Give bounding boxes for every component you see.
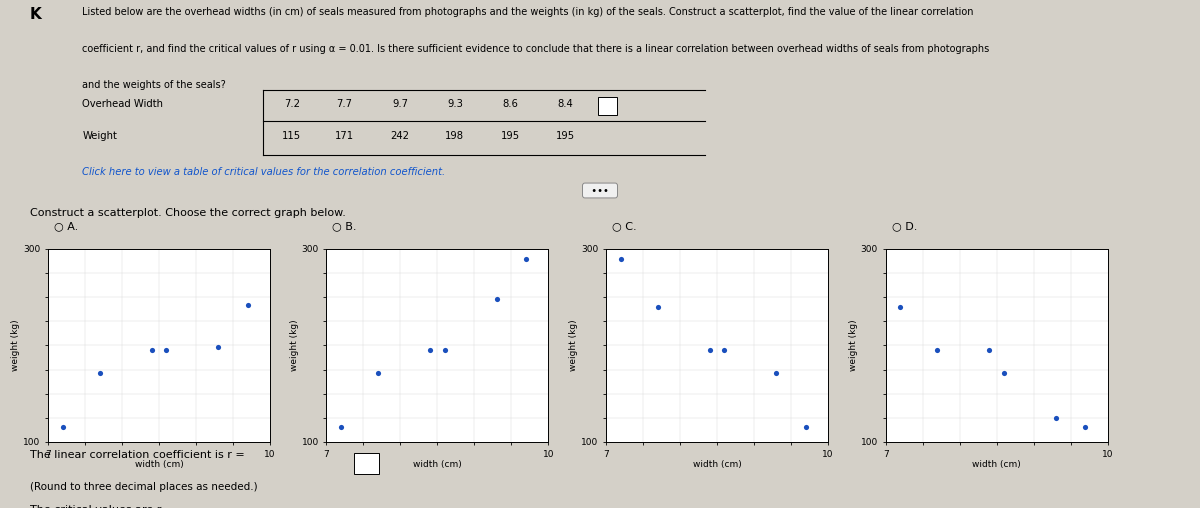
Point (142, 346, 161, 355)
Point (995, 369, 1014, 377)
Text: 7.2: 7.2 (284, 99, 300, 109)
Text: 8.6: 8.6 (503, 99, 518, 109)
Text: 171: 171 (335, 131, 354, 141)
Text: •••: ••• (584, 185, 616, 196)
Point (53, 424, 72, 432)
Text: 115: 115 (282, 131, 301, 141)
Point (979, 346, 998, 355)
Point (157, 346, 176, 355)
Text: 8.4: 8.4 (558, 99, 574, 109)
Text: 198: 198 (445, 131, 464, 141)
Text: and the weights of the seals?: and the weights of the seals? (83, 80, 226, 90)
Point (796, 424, 815, 432)
Text: 7.7: 7.7 (336, 99, 353, 109)
X-axis label: width (cm): width (cm) (413, 460, 462, 469)
Y-axis label: weight (kg): weight (kg) (848, 320, 858, 371)
Point (368, 369, 388, 377)
Text: ○ D.: ○ D. (892, 221, 917, 231)
Bar (598, 97, 617, 115)
Point (209, 343, 228, 352)
Text: 195: 195 (502, 131, 521, 141)
Point (239, 301, 258, 309)
X-axis label: width (cm): width (cm) (972, 460, 1021, 469)
Point (331, 424, 350, 432)
Text: K: K (30, 7, 42, 22)
X-axis label: width (cm): width (cm) (134, 460, 184, 469)
Point (436, 346, 455, 355)
Text: coefficient r, and find the critical values of r using α = 0.01. Is there suffic: coefficient r, and find the critical val… (83, 44, 990, 54)
Point (928, 346, 947, 355)
Point (611, 255, 630, 263)
Text: Listed below are the overhead widths (in cm) of seals measured from photographs : Listed below are the overhead widths (in… (83, 7, 974, 17)
Y-axis label: weight (kg): weight (kg) (11, 320, 20, 371)
Text: 195: 195 (556, 131, 575, 141)
Point (420, 346, 439, 355)
Text: The critical values are r =: The critical values are r = (30, 505, 174, 508)
Point (1076, 424, 1096, 432)
Point (700, 346, 719, 355)
Point (890, 303, 910, 311)
Text: Weight: Weight (83, 131, 118, 141)
Point (1046, 414, 1066, 422)
Point (90, 369, 109, 377)
Point (715, 346, 734, 355)
Text: 9.7: 9.7 (392, 99, 408, 109)
Point (767, 369, 786, 377)
Text: ○ A.: ○ A. (54, 221, 78, 231)
Y-axis label: weight (kg): weight (kg) (569, 320, 578, 371)
X-axis label: width (cm): width (cm) (692, 460, 742, 469)
Text: The linear correlation coefficient is r =: The linear correlation coefficient is r … (30, 450, 245, 460)
Text: ○ C.: ○ C. (612, 221, 637, 231)
Text: 9.3: 9.3 (446, 99, 463, 109)
Text: Overhead Width: Overhead Width (83, 99, 163, 109)
Text: (Round to three decimal places as needed.): (Round to three decimal places as needed… (30, 483, 258, 492)
Point (487, 295, 506, 303)
Point (648, 303, 667, 311)
Point (517, 255, 536, 263)
Text: 242: 242 (391, 131, 409, 141)
Text: Construct a scatterplot. Choose the correct graph below.: Construct a scatterplot. Choose the corr… (30, 208, 346, 218)
Bar (354, 453, 379, 474)
Y-axis label: weight (kg): weight (kg) (289, 320, 299, 371)
Text: Click here to view a table of critical values for the correlation coefficient.: Click here to view a table of critical v… (83, 167, 445, 177)
Text: ○ B.: ○ B. (332, 221, 356, 231)
